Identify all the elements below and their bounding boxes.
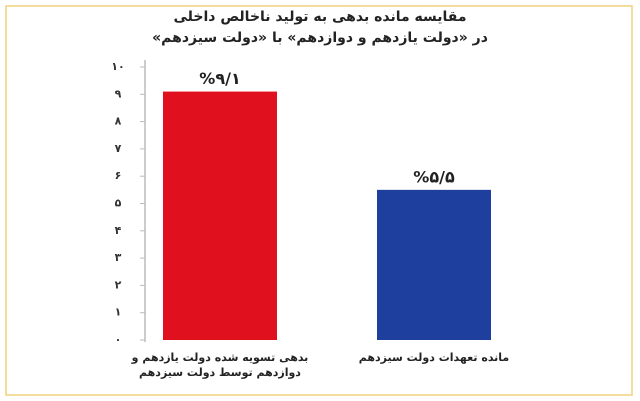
y-tick-label: ۱	[115, 306, 122, 319]
y-tick-label: ۰	[115, 333, 122, 346]
frame	[5, 5, 633, 396]
chart-subtitle: در «دولت یازدهم و دوازدهم» با «دولت سیزد…	[152, 30, 488, 46]
y-tick-label: ۷	[115, 142, 122, 155]
value-label: %۵/۵	[413, 167, 455, 186]
x-tick-label: مانده تعهدات دولت سیزدهم	[358, 351, 510, 364]
bar	[377, 189, 491, 340]
y-tick-label: ۵	[115, 197, 122, 210]
y-tick-label: ۱۰	[111, 60, 124, 73]
value-label: %۹/۱	[199, 69, 240, 88]
y-tick-label: ۲	[115, 278, 122, 291]
y-tick-label: ۶	[115, 169, 122, 182]
y-tick-label: ۴	[115, 224, 122, 237]
chart-title: مقایسه مانده بدهی به تولید ناخالص داخلی	[174, 9, 467, 25]
y-tick-label: ۳	[115, 251, 122, 264]
x-tick-label: بدهی تسویه شده دولت یازدهم و دوازدهم توس…	[131, 351, 309, 379]
bar	[163, 91, 277, 340]
y-tick-label: ۸	[115, 115, 122, 128]
y-tick-label: ۹	[115, 87, 122, 100]
